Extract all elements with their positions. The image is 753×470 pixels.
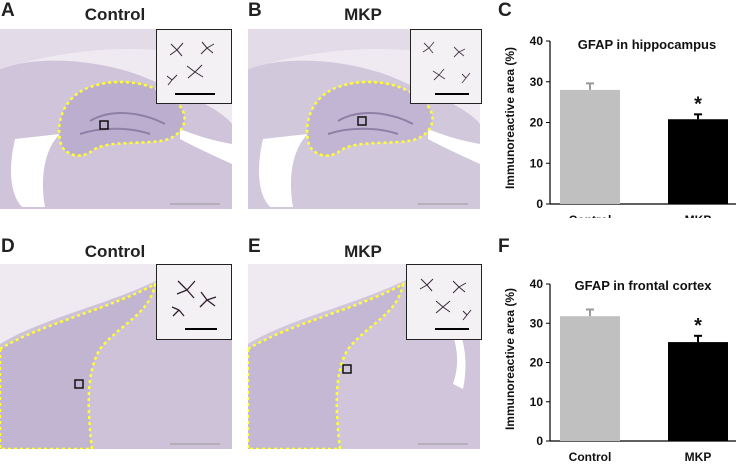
x-tick-label-control: Control <box>569 450 612 464</box>
significance-marker: * <box>694 315 702 337</box>
panel-letter-f: F <box>498 236 510 257</box>
bar-chart-frontal-cortex: GFAP in frontal cortex Immunoreactive ar… <box>500 264 753 465</box>
y-tick-label: 10 <box>530 395 544 409</box>
y-tick-label: 0 <box>536 197 543 211</box>
y-tick-label: 40 <box>530 277 544 291</box>
panel-e-title: MKP <box>344 242 382 261</box>
y-tick-label: 20 <box>530 356 544 370</box>
bar-mkp <box>668 342 728 441</box>
panel-letter-b: B <box>248 0 262 21</box>
inset-astrocytes-b <box>410 29 482 104</box>
panel-b-title: MKP <box>344 5 382 24</box>
x-tick-label-mkp: MKP <box>685 213 712 218</box>
panel-letter-e: E <box>248 236 261 257</box>
x-tick-label-mkp: MKP <box>685 450 712 464</box>
bar-mkp <box>668 119 728 204</box>
error-bar-mkp <box>694 113 702 120</box>
error-bar-control <box>586 308 594 317</box>
error-bar-mkp <box>694 334 702 343</box>
y-tick-label: 10 <box>530 156 544 170</box>
chart-f-title: GFAP in frontal cortex <box>574 278 712 293</box>
significance-marker: * <box>694 93 702 115</box>
error-bar-control <box>586 82 594 90</box>
panel-letter-d: D <box>1 236 15 257</box>
inset-astrocytes-a <box>156 29 232 104</box>
y-tick-label: 30 <box>530 75 544 89</box>
panel-letter-a: A <box>1 0 15 21</box>
y-tick-label: 20 <box>530 116 544 130</box>
bar-control <box>560 89 620 204</box>
bar-control <box>560 316 620 441</box>
inset-astrocytes-e <box>406 264 482 340</box>
bar-chart-hippocampus: GFAP in hippocampus Immunoreactive area … <box>500 28 753 227</box>
panel-d-title: Control <box>84 242 146 261</box>
chart-c-title: GFAP in hippocampus <box>578 37 716 52</box>
y-tick-label: 40 <box>530 34 544 48</box>
chart-f-ylabel: Immunoreactive area (%) <box>503 288 517 430</box>
panel-a-title: Control <box>84 5 146 24</box>
micrograph-hippocampus-mkp <box>248 29 480 209</box>
y-tick-label: 0 <box>536 434 543 448</box>
chart-c-ylabel: Immunoreactive area (%) <box>503 47 517 189</box>
panel-letter-c: C <box>498 0 512 21</box>
y-tick-label: 30 <box>530 316 544 330</box>
inset-astrocytes-d <box>156 264 232 340</box>
x-tick-label-control: Control <box>569 213 612 218</box>
